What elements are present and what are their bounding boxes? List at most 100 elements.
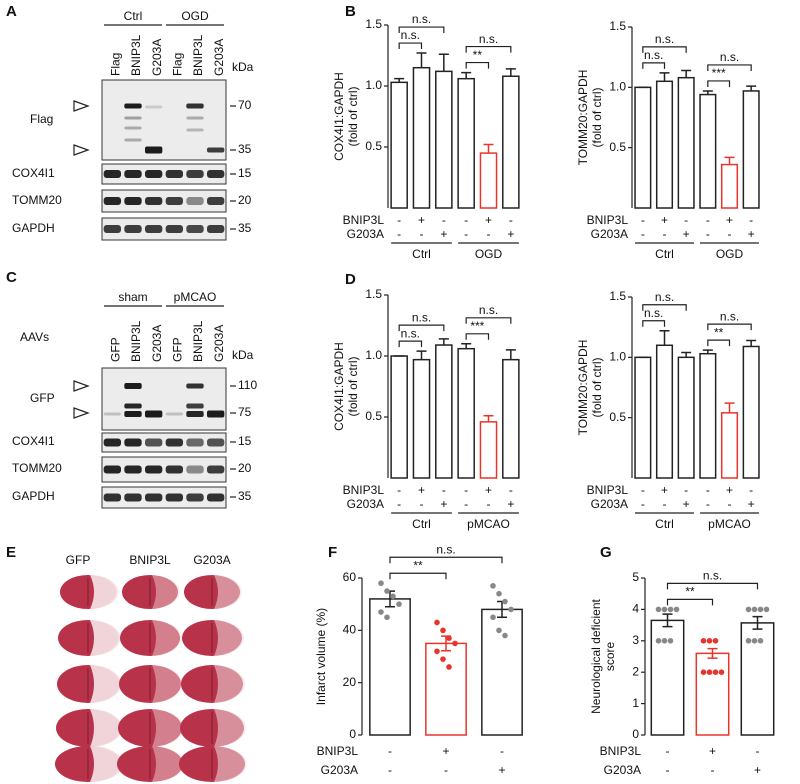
lane-label: BNIP3L [129, 320, 143, 362]
row-sign: - [464, 483, 468, 497]
significance-label: *** [712, 66, 726, 80]
blot-band [103, 197, 122, 205]
bar [481, 608, 523, 736]
blot-band [186, 403, 204, 409]
blot-band [144, 493, 163, 502]
y-tick-label: 0.5 [609, 410, 626, 424]
blot-membrane [101, 189, 227, 213]
row-sign: - [397, 213, 401, 227]
row-sign: - [641, 483, 645, 497]
bar [479, 421, 498, 479]
bar [699, 352, 717, 479]
blot-band [165, 170, 184, 178]
row-label: G203A [591, 227, 628, 241]
blot-band [165, 197, 184, 205]
blot-band [165, 225, 184, 233]
significance-label: ** [473, 48, 483, 62]
bar [502, 358, 520, 479]
y-tick-label: 40 [343, 623, 357, 637]
blot-band [124, 411, 142, 417]
bar [634, 356, 652, 479]
data-point [751, 606, 758, 613]
data-point [673, 606, 680, 613]
error-bar [505, 349, 516, 360]
significance-label: ** [685, 585, 695, 599]
blot-band [186, 170, 204, 178]
unit-label: kDa [232, 348, 254, 362]
error-bar [438, 338, 449, 346]
row-label: G203A [604, 763, 641, 777]
lane-label: Flag [109, 53, 123, 76]
blot-band [144, 465, 163, 474]
data-point [712, 638, 719, 644]
bar [695, 652, 730, 736]
error-bar [461, 343, 472, 349]
data-point [655, 638, 662, 644]
marker-label: 20 [238, 461, 252, 475]
data-point [440, 656, 446, 662]
blot-band [186, 225, 204, 233]
bar [412, 358, 431, 479]
panel-letter: G [600, 544, 612, 561]
data-point [502, 632, 508, 639]
y-tick-label: 1.0 [609, 80, 626, 94]
row-sign: + [748, 227, 755, 241]
significance-label: n.s. [644, 48, 663, 62]
row-label: COX4I1 [12, 434, 55, 448]
significance-label: ** [714, 325, 724, 339]
y-axis-label: Neurological deficient [589, 598, 603, 713]
data-point [706, 638, 713, 644]
row-sign: + [485, 213, 492, 227]
row-label: TOMM20 [12, 461, 62, 475]
significance-label: n.s. [644, 306, 663, 320]
data-point [490, 583, 496, 589]
group-label: Ctrl [124, 9, 143, 23]
row-sign: + [683, 497, 690, 511]
group-label: OGD [181, 9, 209, 23]
row-sign: - [641, 213, 645, 227]
significance-label: ** [413, 558, 423, 572]
data-point [700, 638, 707, 644]
y-tick-label: 1.5 [609, 19, 626, 33]
side-label: AAVs [20, 330, 49, 344]
infarct-area [90, 665, 121, 703]
significance-bracket [465, 333, 490, 340]
infarct-area [152, 575, 180, 609]
bar [634, 86, 652, 209]
row-sign: - [706, 227, 710, 241]
column-label: G203A [193, 553, 230, 567]
infarct-area [152, 620, 182, 656]
data-point [390, 593, 396, 600]
data-point [667, 638, 674, 644]
band-arrow [73, 380, 90, 392]
row-sign: - [487, 227, 491, 241]
significance-label: n.s. [703, 569, 722, 583]
infarct-area [90, 575, 118, 609]
blot-band [206, 197, 225, 205]
blot-band [103, 438, 122, 447]
row-sign: - [684, 483, 688, 497]
blot-band [124, 197, 142, 205]
marker-label: 35 [238, 221, 252, 235]
bar [457, 347, 475, 479]
row-sign: - [641, 497, 645, 511]
data-point [446, 664, 452, 670]
row-sign: + [754, 763, 761, 777]
infarct-area [90, 709, 122, 747]
y-tick-label: 0.5 [365, 409, 382, 423]
blot-membrane [101, 217, 227, 241]
significance-label: n.s. [655, 32, 674, 46]
significance-bracket [642, 62, 666, 69]
blot-band [124, 103, 142, 109]
data-point [496, 627, 502, 634]
blot-band [144, 146, 163, 154]
lane-label: GFP [109, 337, 123, 362]
blot-band [144, 410, 163, 418]
data-point [712, 669, 719, 675]
error-bar [659, 72, 670, 82]
marker-label: 20 [238, 193, 252, 207]
marker-label: 35 [238, 142, 252, 156]
row-sign: - [711, 763, 715, 777]
blot-band [124, 403, 142, 409]
error-bar [707, 647, 718, 659]
